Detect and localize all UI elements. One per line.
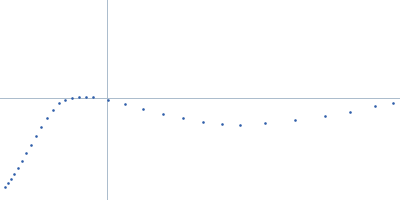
- Point: [372, 104, 378, 108]
- Point: [23, 151, 29, 155]
- Point: [90, 95, 96, 99]
- Point: [292, 118, 298, 122]
- Point: [76, 95, 82, 99]
- Point: [69, 96, 75, 100]
- Point: [390, 101, 396, 105]
- Point: [219, 122, 225, 126]
- Point: [140, 107, 146, 111]
- Point: [11, 172, 17, 176]
- Point: [180, 116, 186, 120]
- Point: [160, 112, 166, 116]
- Point: [33, 134, 39, 138]
- Point: [15, 166, 21, 170]
- Point: [200, 120, 206, 124]
- Point: [62, 98, 68, 102]
- Point: [44, 116, 50, 120]
- Point: [347, 110, 353, 114]
- Point: [83, 95, 89, 99]
- Point: [56, 101, 62, 105]
- Point: [38, 125, 44, 129]
- Point: [122, 102, 128, 106]
- Point: [8, 177, 14, 181]
- Point: [19, 159, 25, 163]
- Point: [50, 108, 56, 112]
- Point: [5, 181, 11, 185]
- Point: [2, 185, 8, 189]
- Point: [262, 121, 268, 125]
- Point: [28, 143, 34, 147]
- Point: [237, 123, 243, 127]
- Point: [105, 98, 111, 102]
- Point: [322, 114, 328, 118]
